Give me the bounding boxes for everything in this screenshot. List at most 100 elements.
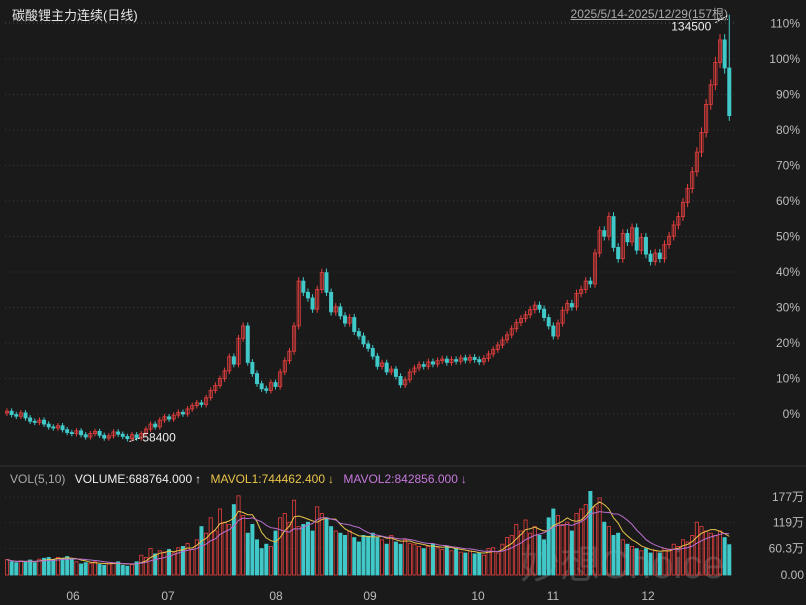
candle-body (9, 410, 14, 415)
candle-body (5, 410, 10, 414)
volume-bar (315, 506, 320, 576)
volume-bar (384, 543, 389, 576)
candle-body (518, 318, 523, 323)
price-tick-label: 30% (776, 301, 800, 315)
volume-bar (426, 546, 431, 576)
candle-body (662, 244, 667, 260)
candle-body (199, 402, 204, 405)
candle-body (690, 171, 695, 189)
volume-bar (28, 559, 33, 576)
candle-body (324, 272, 329, 293)
candle-body (180, 411, 185, 415)
volume-bar (148, 548, 153, 576)
candle-body (153, 423, 158, 428)
candle-body (319, 272, 324, 290)
mavol2-value: MAVOL2:842856.000 (343, 472, 458, 486)
volume-bar (551, 508, 556, 576)
volume-bar (648, 552, 653, 576)
candle-body (162, 416, 167, 421)
volume-bar (46, 557, 51, 576)
volume-bar (194, 539, 199, 576)
candle-body (417, 364, 422, 369)
candle-body (92, 430, 97, 435)
candle-body (495, 344, 500, 350)
candle-body (217, 378, 222, 386)
volume-bar (417, 546, 422, 576)
candle-body (639, 236, 644, 251)
volume-bar (120, 564, 125, 576)
candle-body (14, 414, 19, 417)
volume-bar (546, 517, 551, 576)
candle-body (74, 430, 79, 435)
volume-bar (301, 524, 306, 576)
volume-bar (273, 530, 278, 576)
date-range-link[interactable]: 2025/5/14-2025/12/29(157根) (570, 7, 728, 21)
volume-bar (495, 552, 500, 576)
volume-bar (92, 561, 97, 576)
volume-bar (593, 506, 598, 576)
volume-bar (435, 547, 440, 576)
candle-body (704, 104, 709, 133)
volume-bar (111, 562, 116, 576)
volume-bar (616, 532, 621, 576)
price-tick-label: 70% (776, 159, 800, 173)
candle-body (467, 356, 472, 361)
candle-body (255, 373, 260, 385)
volume-bar (278, 517, 283, 576)
volume-bar (37, 558, 42, 576)
candle-body (111, 431, 116, 437)
vol-indicator[interactable]: VOL(5,10) (10, 472, 66, 486)
volume-bar (680, 539, 685, 576)
volume-bar (264, 543, 269, 576)
volume-bar (560, 524, 565, 576)
candle-body (273, 382, 278, 387)
volume-bar (583, 504, 588, 576)
volume-bar (676, 546, 681, 576)
candle-body (514, 322, 519, 330)
volume-bar (42, 557, 47, 576)
candle-body (435, 360, 440, 365)
volume-bar (403, 539, 408, 576)
candle-body (278, 371, 283, 387)
candle-body (565, 303, 570, 311)
candle-body (370, 347, 375, 357)
candle-body (412, 367, 417, 373)
candle-body (574, 293, 579, 308)
chart-title: 碳酸锂主力连续(日线) (12, 8, 138, 23)
candle-body (259, 383, 264, 390)
candle-body (403, 379, 408, 386)
volume-bar (380, 539, 385, 576)
volume-bar (231, 504, 236, 576)
x-tick-label: 10 (471, 589, 485, 603)
candle-body (116, 431, 121, 435)
candle-body (130, 434, 135, 440)
volume-bar (167, 549, 172, 576)
candle-body (500, 339, 505, 346)
candle-body (523, 314, 528, 320)
volume-bar (125, 565, 130, 576)
volume-bar (463, 552, 468, 576)
candle-body (583, 280, 588, 290)
candle-body (245, 325, 250, 363)
candle-body (120, 433, 125, 437)
candle-body (83, 434, 88, 438)
volume-bar (472, 553, 477, 576)
volume-bar (449, 550, 454, 576)
candle-body (171, 414, 176, 420)
price-tick-label: 40% (776, 265, 800, 279)
candle-body (398, 376, 403, 386)
candle-body (310, 297, 315, 310)
price-tick-label: 110% (770, 17, 800, 31)
min-price-label: 58400 (142, 430, 176, 444)
volume-bar (467, 550, 472, 576)
volume-bar (407, 542, 412, 576)
volume-bar (537, 535, 542, 576)
candle-body (106, 435, 111, 439)
candle-body (430, 361, 435, 365)
volume-bar (204, 532, 209, 576)
candle-body (42, 419, 47, 425)
max-arrow (715, 15, 728, 24)
volume-bar (287, 521, 292, 576)
mavol1-value: MAVOL1:744462.400 (210, 472, 325, 486)
